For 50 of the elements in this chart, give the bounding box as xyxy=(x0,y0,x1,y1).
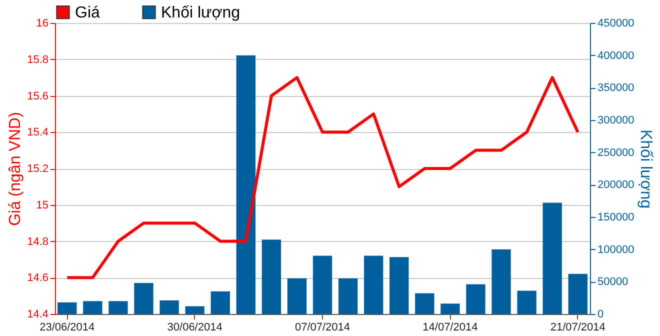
y-tick-label: 14.4 xyxy=(27,308,48,320)
y2-tick-label: 250000 xyxy=(598,146,634,159)
y2-tick-label: 100000 xyxy=(598,244,634,256)
y2-tick-label: 450000 xyxy=(598,18,634,30)
y-tick-label: 15.6 xyxy=(27,90,48,102)
bar xyxy=(160,300,179,314)
bar xyxy=(517,290,536,314)
y2-axis-title: Khối lượng xyxy=(637,129,654,209)
bar xyxy=(364,256,384,314)
bar xyxy=(440,304,460,314)
bar xyxy=(568,274,588,314)
legend-label: Khối lượng xyxy=(161,4,240,22)
x-tick-label: 30/06/2014 xyxy=(167,322,222,334)
bar xyxy=(58,302,77,314)
y2-tick-label: 50000 xyxy=(598,276,628,288)
x-tick-label: 14/07/2014 xyxy=(422,322,478,334)
y2-tick-label: 300000 xyxy=(598,114,634,126)
x-tick-label: 21/07/2014 xyxy=(550,322,606,334)
y-tick-label: 15.2 xyxy=(27,163,48,175)
x-tick-label: 23/06/2014 xyxy=(40,322,95,334)
bar xyxy=(338,278,358,314)
bar xyxy=(312,256,332,314)
bar xyxy=(185,306,204,314)
y-tick-label: 15 xyxy=(36,199,48,212)
bar xyxy=(210,291,230,314)
bar xyxy=(492,249,511,314)
bar xyxy=(262,240,281,314)
bar xyxy=(108,301,128,314)
y2-tick-label: 400000 xyxy=(598,50,634,62)
y-axis-title: Giá (ngân VND) xyxy=(7,112,24,226)
bar xyxy=(287,278,307,314)
bar xyxy=(390,257,409,314)
bar xyxy=(236,55,256,314)
y-tick-label: 14.6 xyxy=(27,272,48,284)
y-tick-label: 14.8 xyxy=(27,236,48,248)
line-series xyxy=(66,76,580,280)
y2-tick-label: 0 xyxy=(598,308,604,320)
bar xyxy=(466,284,486,314)
y-tick-label: 16 xyxy=(36,18,48,30)
bar xyxy=(542,202,562,314)
x-tick-label: 07/07/2014 xyxy=(294,322,350,334)
y2-tick-label: 350000 xyxy=(598,82,634,94)
bar xyxy=(415,293,434,314)
y2-tick-label: 200000 xyxy=(598,179,634,192)
y-tick-label: 15.4 xyxy=(27,126,48,139)
bar xyxy=(134,282,154,314)
y-tick-label: 15.8 xyxy=(27,54,48,66)
bar xyxy=(83,301,102,314)
legend-label: Giá xyxy=(75,4,100,22)
y2-tick-label: 150000 xyxy=(598,212,634,224)
